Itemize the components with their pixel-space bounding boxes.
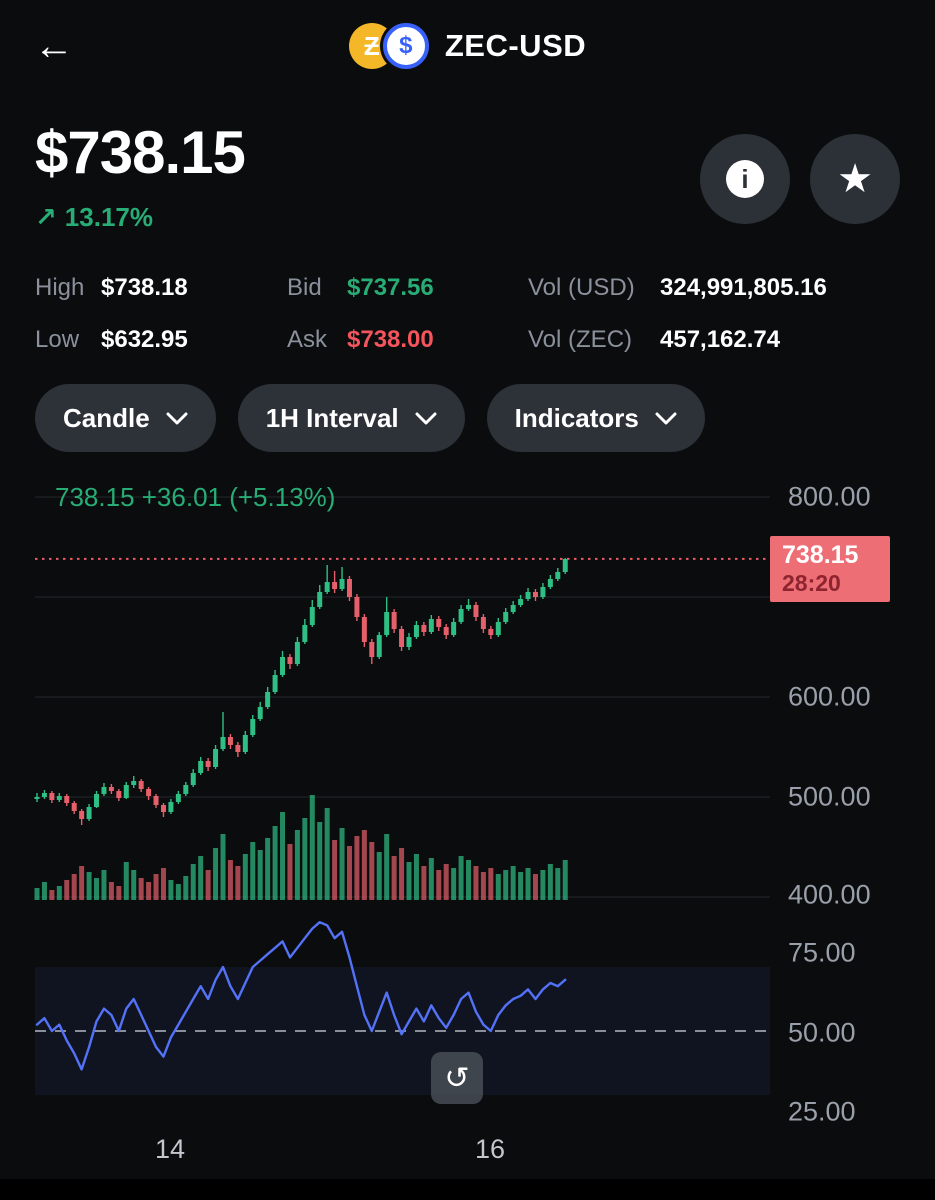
dropdown-label: 1H Interval bbox=[265, 402, 399, 433]
stat-bid: Bid $737.56 bbox=[287, 274, 528, 302]
stat-low: Low $632.95 bbox=[35, 326, 287, 354]
stat-label: Vol (ZEC) bbox=[528, 326, 633, 353]
header-actions: i ★ bbox=[700, 134, 900, 224]
stat-label: High bbox=[35, 274, 85, 301]
usd-coin-icon: $ bbox=[382, 23, 429, 69]
interval-dropdown[interactable]: 1H Interval bbox=[237, 384, 465, 452]
current-price: $738.15 bbox=[35, 119, 246, 186]
price-axis-label: 800.00 bbox=[788, 481, 871, 512]
chevron-down-icon bbox=[415, 412, 437, 424]
candle-type-dropdown[interactable]: Candle bbox=[35, 384, 216, 452]
stat-vol-usd: Vol (USD) 324,991,805.16 bbox=[528, 274, 827, 302]
stat-ask: Ask $738.00 bbox=[287, 326, 528, 354]
chevron-down-icon bbox=[166, 412, 188, 424]
back-button[interactable]: ← bbox=[34, 18, 90, 74]
stat-label: Bid bbox=[287, 274, 322, 301]
stats-grid: High $738.18 Bid $737.56 Vol (USD) 324,9… bbox=[35, 274, 827, 354]
price-axis-label: 500.00 bbox=[788, 781, 871, 812]
stat-value: 324,991,805.16 bbox=[660, 274, 827, 301]
price-axis-label: 400.00 bbox=[788, 879, 871, 910]
page-title: ZEC-USD bbox=[444, 28, 587, 63]
last-price-value: 738.15 bbox=[782, 541, 859, 569]
chart-controls: Candle 1H Interval Indicators bbox=[35, 384, 705, 452]
candle-countdown: 28:20 bbox=[782, 570, 841, 596]
star-icon: ★ bbox=[837, 157, 873, 201]
stat-high: High $738.18 bbox=[35, 274, 287, 302]
zec-coin-icon: Ƶ bbox=[348, 23, 395, 69]
stat-label: Ask bbox=[287, 326, 328, 353]
home-indicator-bar bbox=[0, 1179, 935, 1200]
pair-title-group: Ƶ $ ZEC-USD bbox=[0, 18, 935, 74]
stat-label: Low bbox=[35, 326, 80, 353]
price-chart[interactable] bbox=[0, 470, 935, 1180]
favorite-button[interactable]: ★ bbox=[810, 134, 900, 224]
price-change: ↗ 13.17% bbox=[35, 202, 153, 233]
stat-value: $738.00 bbox=[347, 326, 434, 353]
info-icon: i bbox=[726, 160, 764, 198]
back-arrow-icon: ← bbox=[34, 24, 74, 68]
price-axis-label: 600.00 bbox=[788, 681, 871, 712]
rsi-axis-label: 50.00 bbox=[788, 1017, 856, 1048]
last-price-tag: 738.15 28:20 bbox=[770, 536, 890, 602]
up-arrow-icon: ↗ bbox=[35, 202, 57, 232]
zec-symbol: Ƶ bbox=[363, 30, 380, 61]
stat-vol-zec: Vol (ZEC) 457,162.74 bbox=[528, 326, 827, 354]
time-axis-label: 16 bbox=[474, 1134, 506, 1164]
stat-value: $737.56 bbox=[347, 274, 434, 301]
rsi-axis-label: 25.00 bbox=[788, 1096, 856, 1127]
time-axis-label: 14 bbox=[154, 1134, 186, 1164]
indicators-dropdown[interactable]: Indicators bbox=[486, 384, 705, 452]
refresh-icon: ↺ bbox=[444, 1060, 470, 1096]
dropdown-label: Candle bbox=[63, 402, 150, 433]
stat-label: Vol (USD) bbox=[528, 274, 635, 301]
stat-value: $738.18 bbox=[101, 274, 188, 301]
chevron-down-icon bbox=[655, 412, 677, 424]
stat-value: $632.95 bbox=[101, 326, 188, 353]
rsi-axis-label: 75.00 bbox=[788, 937, 856, 968]
usd-symbol: $ bbox=[399, 32, 413, 59]
info-button[interactable]: i bbox=[700, 134, 790, 224]
stat-value: 457,162.74 bbox=[660, 326, 781, 353]
dropdown-label: Indicators bbox=[514, 402, 639, 433]
price-change-percent: 13.17% bbox=[64, 202, 153, 232]
reset-chart-button[interactable]: ↺ bbox=[431, 1052, 483, 1104]
